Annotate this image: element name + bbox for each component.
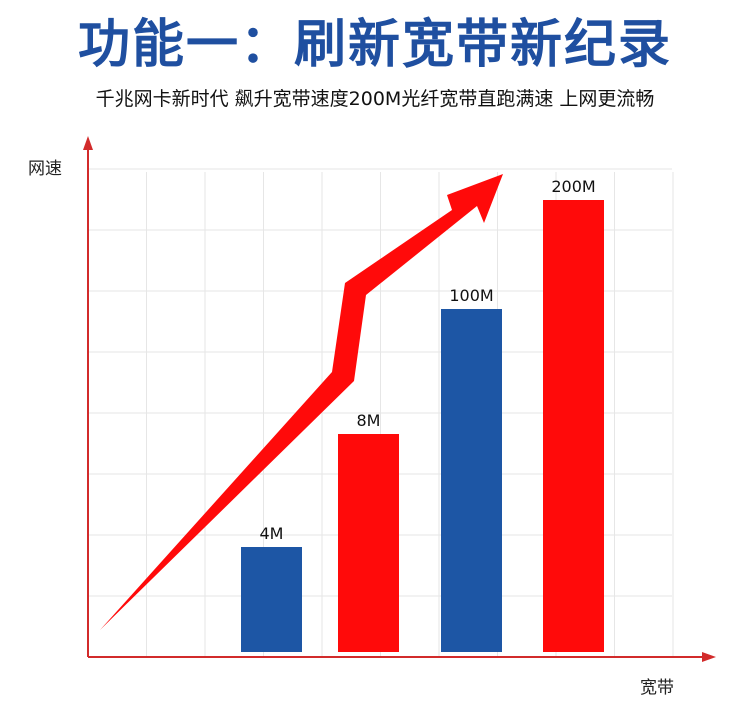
- bar-value-label: 200M: [551, 177, 595, 196]
- bar: [543, 200, 604, 652]
- bar-value-label: 8M: [357, 411, 381, 430]
- page-title: 功能一：刷新宽带新纪录: [77, 15, 672, 75]
- bar: [441, 309, 502, 652]
- chart-axes: [83, 136, 716, 662]
- y-axis-arrow-icon: [83, 136, 93, 150]
- chart-bars: [241, 200, 604, 652]
- x-axis-arrow-icon: [702, 652, 716, 662]
- x-axis-label: 宽带: [640, 678, 674, 698]
- y-axis-label: 网速: [28, 159, 62, 179]
- bar: [338, 434, 399, 652]
- bar-value-label: 4M: [260, 524, 284, 543]
- page-subtitle: 千兆网卡新时代 飙升宽带速度200M光纤宽带直跑满速 上网更流畅: [95, 88, 655, 110]
- bar-value-label: 100M: [449, 286, 493, 305]
- chart-value-labels: 4M 8M 100M 200M: [260, 177, 596, 543]
- bar: [241, 547, 302, 652]
